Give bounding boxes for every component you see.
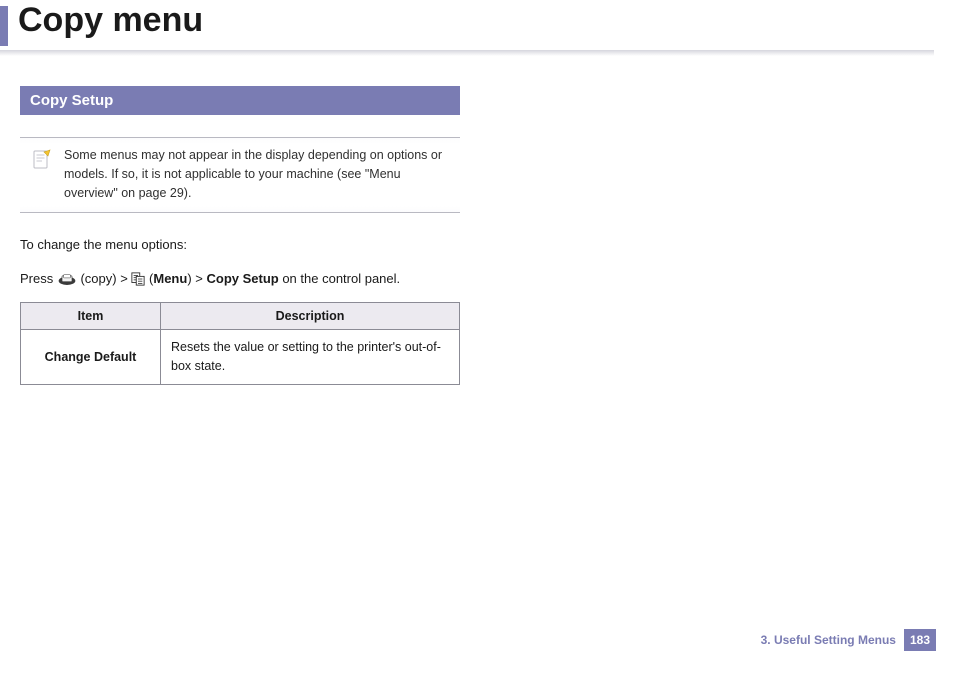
instr-tail: on the control panel. — [279, 271, 400, 286]
table-header-row: Item Description — [21, 303, 460, 330]
page-footer: 3. Useful Setting Menus 183 — [761, 629, 936, 651]
note-box: Some menus may not appear in the display… — [20, 137, 460, 213]
copy-icon — [57, 273, 77, 287]
content-column: Copy Setup Some menus may not appear in … — [0, 46, 470, 385]
instr-menu-bold: Menu — [153, 271, 187, 286]
instr-pre: Press — [20, 271, 57, 286]
title-underline-shadow — [0, 50, 934, 56]
title-row: Copy menu — [0, 0, 934, 46]
note-icon — [30, 148, 54, 172]
instr-menu-close: ) > — [187, 271, 206, 286]
menu-icon — [131, 272, 145, 286]
spec-table: Item Description Change Default Resets t… — [20, 302, 460, 385]
instruction-line-2: Press (copy) > — [20, 269, 460, 289]
section-header: Copy Setup — [20, 86, 460, 115]
table-cell-description: Resets the value or setting to the print… — [161, 330, 460, 385]
instruction-line-1: To change the menu options: — [20, 235, 460, 255]
table-header-description: Description — [161, 303, 460, 330]
instr-setup-bold: Copy Setup — [206, 271, 278, 286]
title-accent-bar — [0, 6, 8, 46]
page-number-badge: 183 — [904, 629, 936, 651]
page-root: Copy menu Copy Setup Some menus may not … — [0, 0, 954, 675]
instr-copy: (copy) > — [80, 271, 131, 286]
note-text: Some menus may not appear in the display… — [64, 146, 450, 202]
page-title: Copy menu — [18, 2, 203, 39]
table-header-item: Item — [21, 303, 161, 330]
table-row: Change Default Resets the value or setti… — [21, 330, 460, 385]
footer-chapter: 3. Useful Setting Menus — [761, 633, 896, 647]
instruction-block: To change the menu options: Press (copy)… — [20, 235, 460, 288]
table-cell-item: Change Default — [21, 330, 161, 385]
